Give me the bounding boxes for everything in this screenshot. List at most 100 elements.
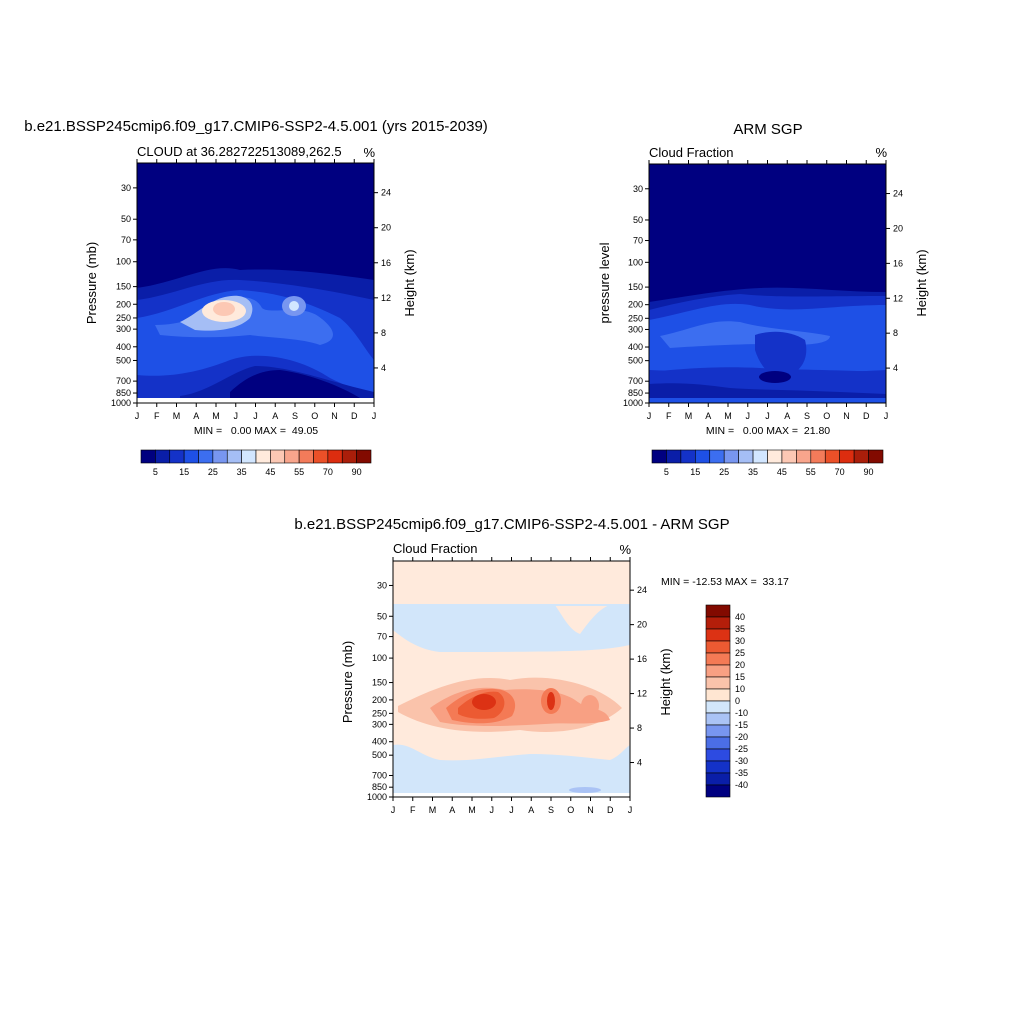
y-tick-label: 250 <box>372 708 387 718</box>
colorbar-swatch <box>705 700 731 714</box>
y-tick-label: 200 <box>628 300 643 310</box>
y-tick-label: 1000 <box>623 398 643 408</box>
panel1-ylabel: Pressure (mb) <box>84 242 99 324</box>
x-tick-label: A <box>449 805 455 815</box>
colorbar-swatch <box>705 628 731 642</box>
colorbar-label: -25 <box>735 744 748 754</box>
colorbar-swatch <box>341 449 357 464</box>
colorbar-swatch <box>705 724 731 738</box>
colorbar-label: 35 <box>735 624 745 634</box>
x-tick-label: M <box>212 411 220 421</box>
x-tick-label: J <box>509 805 514 815</box>
y-tick-label: 500 <box>372 750 387 760</box>
x-tick-label: A <box>528 805 534 815</box>
colorbar-swatch <box>705 748 731 762</box>
y-tick-label: 700 <box>628 376 643 386</box>
colorbar-swatch <box>155 449 171 464</box>
colorbar-label: 25 <box>208 467 218 477</box>
colorbar-swatch <box>327 449 343 464</box>
y-tick-label: 1000 <box>367 792 387 802</box>
colorbar-label: 70 <box>835 467 845 477</box>
y-tick-label: 70 <box>377 632 387 642</box>
colorbar-swatch <box>651 449 667 464</box>
colorbar-swatch <box>839 449 855 464</box>
colorbar-swatch <box>767 449 783 464</box>
y-tick-label: 300 <box>628 324 643 334</box>
colorbar-swatch <box>723 449 739 464</box>
y-tick-label: 150 <box>372 678 387 688</box>
x-tick-label: O <box>567 805 574 815</box>
panel1-y2-axis: 4 8 12 16 20 24 <box>374 188 391 373</box>
colorbar-label: 20 <box>735 660 745 670</box>
colorbar-swatch <box>705 784 731 798</box>
colorbar-label: -20 <box>735 732 748 742</box>
panel-model-cloud: b.e21.BSSP245cmip6.f09_g17.CMIP6-SSP2-4.… <box>24 118 488 477</box>
colorbar-label: -35 <box>735 768 748 778</box>
colorbar-label: -40 <box>735 780 748 790</box>
colorbar-swatch <box>284 449 300 464</box>
x-tick-label: O <box>311 411 318 421</box>
x-tick-label: F <box>410 805 416 815</box>
y-tick-label: 200 <box>116 299 131 309</box>
y-tick-label: 400 <box>628 342 643 352</box>
x-tick-label: M <box>429 805 437 815</box>
colorbar-swatch <box>781 449 797 464</box>
colorbar-swatch <box>705 640 731 654</box>
colorbar-swatch <box>868 449 884 464</box>
x-tick-label: D <box>607 805 614 815</box>
colorbar-label: -30 <box>735 756 748 766</box>
colorbar-swatch <box>705 616 731 630</box>
y2-tick-label: 8 <box>637 723 642 733</box>
y-tick-label: 70 <box>121 235 131 245</box>
colorbar-swatch <box>796 449 812 464</box>
y-tick-label: 50 <box>377 611 387 621</box>
panel2-units: % <box>875 145 887 160</box>
panel3-subtitle: Cloud Fraction <box>393 541 478 556</box>
colorbar-label: 45 <box>265 467 275 477</box>
colorbar-swatch <box>666 449 682 464</box>
y2-tick-label: 8 <box>381 328 386 338</box>
x-tick-label: N <box>843 411 850 421</box>
colorbar-label: 15 <box>179 467 189 477</box>
x-tick-label: J <box>391 805 396 815</box>
colorbar-swatch <box>356 449 372 464</box>
colorbar-swatch <box>705 604 731 618</box>
y-tick-label: 250 <box>628 313 643 323</box>
y2-tick-label: 20 <box>637 620 647 630</box>
x-tick-label: M <box>685 411 693 421</box>
x-tick-label: J <box>765 411 770 421</box>
panel3-plot <box>392 560 631 798</box>
panel1-colorbar: 5 15 25 35 45 55 70 90 <box>140 449 372 477</box>
colorbar-label: 5 <box>664 467 669 477</box>
colorbar-swatch <box>705 712 731 726</box>
y2-tick-label: 4 <box>893 363 898 373</box>
x-tick-label: A <box>193 411 199 421</box>
colorbar-swatch <box>705 676 731 690</box>
x-tick-label: O <box>823 411 830 421</box>
colorbar-swatch <box>680 449 696 464</box>
x-tick-label: F <box>666 411 672 421</box>
colorbar-swatch <box>198 449 214 464</box>
y-tick-label: 100 <box>628 257 643 267</box>
panel3-units: % <box>619 542 631 557</box>
x-tick-label: J <box>234 411 239 421</box>
y-tick-label: 500 <box>116 355 131 365</box>
colorbar-swatch <box>705 688 731 702</box>
x-tick-label: M <box>173 411 181 421</box>
panel2-ylabel: pressure level <box>597 242 612 323</box>
x-tick-label: A <box>705 411 711 421</box>
y-tick-label: 150 <box>116 282 131 292</box>
panel1-plot <box>136 162 375 404</box>
y-tick-label: 300 <box>372 719 387 729</box>
y-tick-label: 300 <box>116 324 131 334</box>
x-tick-label: N <box>331 411 338 421</box>
colorbar-swatch <box>140 449 156 464</box>
panel3-ylabel: Pressure (mb) <box>340 641 355 723</box>
colorbar-swatch <box>810 449 826 464</box>
colorbar-swatch <box>738 449 754 464</box>
panel2-plot <box>648 163 887 404</box>
colorbar-swatch <box>709 449 725 464</box>
x-tick-label: J <box>746 411 751 421</box>
